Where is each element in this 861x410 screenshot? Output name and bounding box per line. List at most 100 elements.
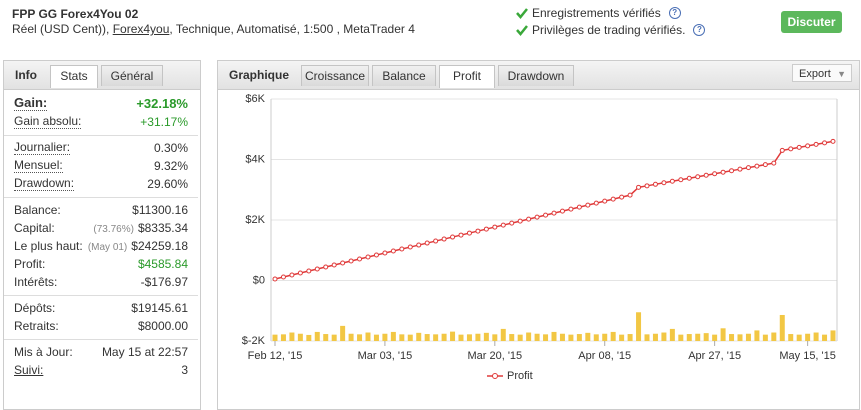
point	[830, 138, 836, 144]
subtitle-suffix: , Technique, Automatisé, 1:500 , MetaTra…	[169, 22, 415, 36]
bar	[762, 334, 768, 341]
stats-label: Journalier:	[14, 140, 71, 155]
stats-value: +32.18%	[136, 96, 188, 111]
bar	[407, 334, 413, 341]
stats-label: Drawdown:	[14, 176, 75, 191]
stats-row: Journalier: 0.30%	[4, 139, 198, 157]
bar	[745, 333, 751, 341]
bar	[306, 334, 312, 341]
point	[644, 183, 650, 189]
stats-value-wrap: $11300.16	[132, 201, 188, 219]
bar	[576, 334, 582, 341]
tab[interactable]: Stats	[50, 65, 98, 88]
bar	[382, 333, 388, 341]
bar	[619, 334, 625, 341]
bar	[559, 333, 565, 341]
point	[458, 232, 464, 238]
chart-tab[interactable]: Profit	[439, 65, 495, 88]
bar	[796, 334, 802, 341]
stats-value-wrap: May 15 at 22:57	[102, 343, 188, 361]
bar	[509, 334, 515, 341]
point	[568, 206, 574, 212]
stats-label: Gain:	[14, 95, 48, 111]
stats-value: May 15 at 22:57	[101, 345, 188, 359]
point	[500, 222, 506, 228]
stats-value: $11300.16	[132, 203, 188, 217]
stats-value: $4585.84	[137, 257, 188, 271]
stats-group: Journalier: 0.30% Mensuel: 9.32% Drawdown: 29…	[4, 136, 198, 198]
bar	[636, 312, 642, 341]
point	[289, 272, 295, 278]
point	[331, 262, 337, 268]
point	[576, 204, 582, 210]
stats-value-wrap: (73.76%) $8335.34	[93, 219, 188, 237]
y-tick-label: $6K	[245, 93, 265, 105]
stats-label: Intérêts:	[14, 275, 58, 289]
stats-label: Dépôts:	[14, 301, 56, 315]
bar	[822, 334, 828, 341]
point	[796, 144, 802, 150]
point	[745, 165, 751, 171]
tab[interactable]: Info	[15, 68, 37, 82]
bar	[551, 331, 557, 341]
bar	[720, 328, 726, 341]
bar	[813, 332, 819, 341]
point	[492, 224, 498, 230]
point	[822, 140, 828, 146]
stats-value: -$176.97	[140, 275, 188, 289]
point	[593, 200, 599, 206]
stats-label: Mensuel:	[14, 158, 63, 173]
verification-text: Enregistrements vérifiés	[532, 6, 661, 20]
chart-panel: Graphique Croissance Balance Profit Drawdow…	[217, 60, 860, 410]
stats-row: Mis à Jour: May 15 at 22:57	[4, 343, 198, 361]
bar	[433, 334, 439, 341]
point	[517, 218, 523, 224]
bar	[441, 333, 447, 341]
stats-value-wrap: +32.18%	[136, 95, 188, 113]
y-tick-label: $2K	[245, 214, 265, 226]
bar	[737, 334, 743, 341]
point	[652, 181, 658, 187]
chart-tab[interactable]: Drawdown	[498, 65, 574, 86]
point	[754, 163, 760, 169]
point	[483, 226, 489, 232]
export-dropdown[interactable]: Export ▼	[792, 64, 852, 82]
stats-value: $8335.34	[137, 221, 188, 235]
bar	[644, 334, 650, 341]
bar	[280, 334, 286, 341]
bar	[399, 334, 405, 341]
chart-tab-label: Graphique	[228, 68, 289, 82]
tab-bar: Graphique Croissance Balance Profit Drawdow…	[218, 61, 859, 90]
stats-label: Profit:	[14, 257, 46, 271]
point	[661, 180, 667, 186]
bar	[450, 331, 456, 341]
bar	[500, 328, 506, 341]
stats-row: Profit: $4585.84	[4, 255, 198, 273]
stats-value: 9.32%	[153, 159, 188, 173]
point	[407, 244, 413, 250]
stats-value: $24259.18	[131, 239, 188, 253]
chart-tab[interactable]: Balance	[372, 65, 436, 86]
x-tick-label: Apr 08, '15	[578, 350, 631, 362]
discuss-button[interactable]: Discuter	[781, 11, 842, 33]
x-tick-label: Mar 03, '15	[358, 350, 413, 362]
point	[712, 171, 718, 177]
y-tick-label: $0	[253, 274, 265, 286]
point	[703, 172, 709, 178]
stats-label: Retraits:	[14, 319, 59, 333]
chart-tab[interactable]: Croissance	[301, 65, 369, 86]
bar	[483, 332, 489, 341]
bar	[424, 334, 430, 341]
help-icon[interactable]: ?	[668, 7, 681, 19]
tab-bar: Info Stats Général	[4, 61, 200, 90]
help-icon[interactable]: ?	[693, 24, 706, 36]
bar	[357, 334, 363, 341]
point	[559, 208, 565, 214]
stats-value-wrap: +31.17%	[140, 113, 188, 131]
bar	[416, 332, 422, 341]
tab[interactable]: Général	[101, 65, 163, 86]
bar	[779, 314, 785, 341]
broker-link[interactable]: Forex4you	[112, 22, 170, 36]
point	[788, 146, 794, 152]
